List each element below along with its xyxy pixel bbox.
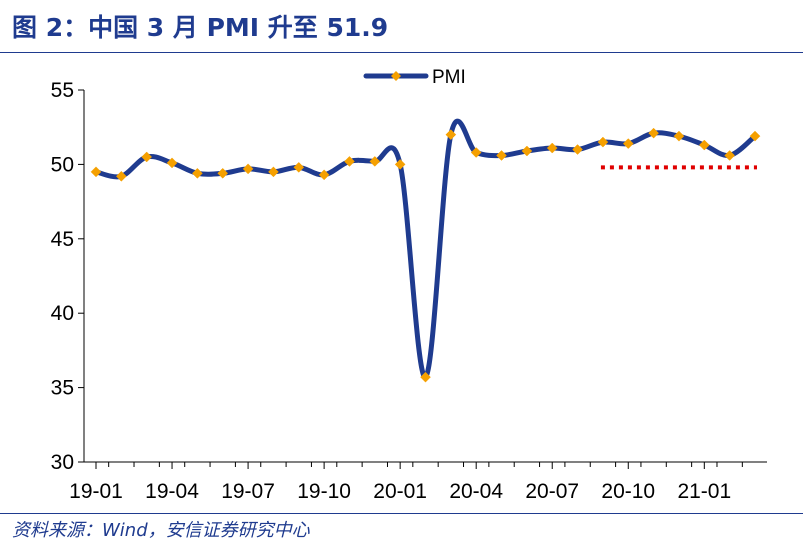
x-tick-label: 19-07 — [221, 480, 275, 503]
x-axis: 19-01 19-04 19-07 19-10 20-01 20-04 20-07 20-10… — [69, 461, 767, 503]
pmi-data-point — [90, 166, 102, 178]
pmi-data-point — [521, 145, 533, 157]
x-tick-label: 20-01 — [373, 480, 427, 503]
y-tick-label: 45 — [51, 228, 74, 251]
pmi-data-point — [141, 151, 153, 163]
pmi-data-point — [394, 159, 406, 170]
y-tick-label: 35 — [51, 377, 74, 400]
pmi-data-point — [749, 130, 761, 142]
pmi-data-point — [242, 163, 254, 175]
pmi-data-point — [572, 144, 583, 155]
x-tick-label: 20-07 — [525, 480, 579, 503]
pmi-series-line — [93, 118, 758, 380]
source-note: 资料来源：Wind，安信证券研究中心 — [12, 520, 310, 541]
x-tick-label: 21-01 — [677, 480, 731, 503]
pmi-data-point — [217, 167, 229, 179]
title-divider — [0, 52, 803, 53]
pmi-data-point — [470, 147, 482, 158]
chart-legend: PMI — [363, 67, 466, 88]
pmi-data-point — [698, 139, 710, 151]
x-tick-label: 19-01 — [69, 480, 123, 503]
pmi-data-point — [115, 170, 127, 182]
pmi-data-point — [166, 157, 178, 169]
x-tick-label: 20-04 — [449, 480, 503, 503]
y-tick-label: 55 — [51, 79, 74, 102]
pmi-data-point — [724, 150, 736, 161]
pmi-data-point — [192, 167, 203, 179]
x-tick-label: 19-04 — [145, 480, 199, 503]
pmi-data-point — [673, 130, 685, 142]
pmi-data-point — [648, 127, 659, 139]
pmi-data-point — [622, 138, 634, 149]
pmi-data-point — [420, 371, 431, 383]
series-layer — [90, 118, 761, 383]
pmi-data-point — [597, 136, 609, 148]
y-axis: 30 35 40 45 50 55 — [51, 79, 85, 474]
y-tick-label: 40 — [51, 302, 74, 325]
pmi-data-point — [318, 169, 330, 181]
pmi-data-point — [293, 162, 305, 173]
pmi-data-point — [546, 142, 558, 154]
pmi-data-point — [496, 150, 507, 161]
x-tick-label: 20-10 — [601, 480, 655, 503]
pmi-data-point — [344, 156, 355, 167]
pmi-data-point — [268, 166, 279, 178]
pmi-line-chart: 30 35 40 45 50 55 19-01 19-04 19-07 19-10 20-01 20… — [51, 67, 767, 503]
figure-title: 图 2：中国 3 月 PMI 升至 51.9 — [12, 13, 389, 42]
source-divider — [0, 513, 803, 514]
legend-marker-swatch — [391, 71, 401, 81]
y-tick-label: 50 — [51, 153, 74, 176]
y-tick-label: 30 — [51, 451, 74, 474]
pmi-data-point — [445, 129, 457, 140]
pmi-data-point — [369, 156, 381, 167]
x-tick-label: 19-10 — [297, 480, 351, 503]
legend-label: PMI — [432, 67, 466, 88]
